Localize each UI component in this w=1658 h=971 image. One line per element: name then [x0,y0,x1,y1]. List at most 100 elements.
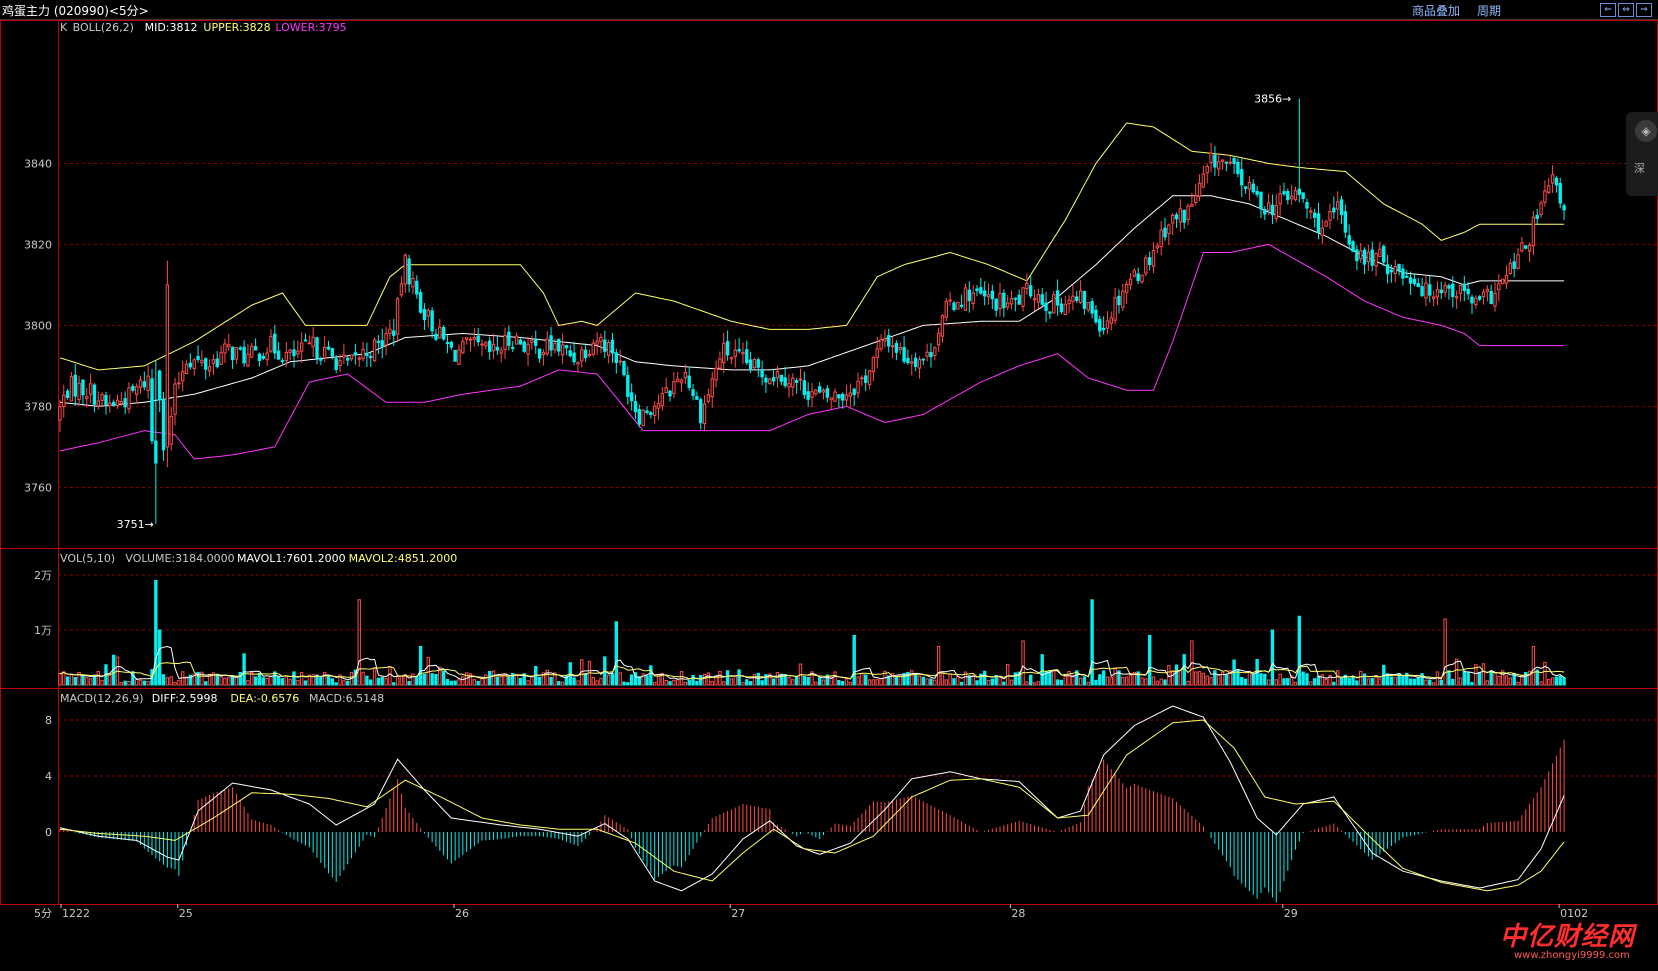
candle-body [357,357,361,360]
volume-bar [887,675,891,686]
candle-body [537,348,542,359]
candle-body [449,341,453,348]
volume-bar [1558,675,1562,686]
candle-body [637,409,642,425]
volume-bar [710,680,714,686]
candle-body [372,339,377,362]
vol-tick-label: 1万 [34,624,52,637]
candle-body [1025,282,1029,290]
volume-bar [1451,678,1455,686]
volume-bar [622,681,626,686]
candle-body [100,394,104,401]
depth-side-button[interactable]: ◈ 深 [1626,112,1658,196]
volume-bar [499,676,503,686]
candle-body [296,350,300,355]
volume-bar [530,675,534,686]
volume-bar [722,681,726,686]
candle-body [1009,298,1014,305]
time-label: 29 [1284,907,1298,920]
candle-body [276,350,281,360]
kline-chart[interactable]: 3760 3780 3800 3820 3840 K BOLL(26,2) MID:3812 U… [0,20,1658,971]
volume-bar [250,672,254,686]
candle-body [461,340,465,354]
shrink-button[interactable]: ⇐ [1600,3,1616,17]
volume-bar [1355,680,1359,686]
candle-body [311,336,315,348]
candle-body [975,288,979,292]
candle-body [952,302,956,311]
candle-body [58,406,62,421]
candle-body [1075,296,1079,302]
candle-body [1474,297,1478,306]
y-tick-label: 3780 [24,400,52,413]
candle-body [568,350,572,357]
volume-bar [553,672,557,686]
candle-body [1412,278,1417,285]
volume-bar [1259,673,1263,686]
volume-bar [511,672,515,686]
volume-bar [1420,673,1424,686]
candle-body [438,326,442,339]
candle-body [134,386,139,395]
volume-bar [691,674,695,686]
volume-bar [215,673,219,686]
macd-tick-label: 0 [45,826,52,839]
candle-body [280,360,285,363]
candle-body [1059,303,1064,313]
candle-body [380,340,384,347]
volume-bar [725,670,730,686]
candle-body [1554,177,1559,186]
volume-bar [821,679,826,686]
volume-bar [1439,679,1443,686]
expand-button[interactable]: ⇒ [1636,3,1652,17]
volume-bar [1378,678,1382,686]
volume-bar [238,671,242,686]
volume-bar [322,671,327,686]
volume-bar [445,679,450,686]
volume-bar [296,679,300,686]
macd-tick-label: 4 [45,770,52,783]
candle-body [1247,181,1252,190]
candle-body [860,377,864,380]
candle-body [157,370,162,401]
candle-body [1136,273,1140,281]
candle-body [1228,161,1232,164]
candle-body [940,315,945,337]
candle-body [165,284,170,448]
volume-bar [1543,661,1547,686]
fit-button[interactable]: ⇔ [1618,3,1634,17]
period-label: 5分 [34,907,52,920]
volume-bar [1144,678,1148,686]
candle-body [1117,295,1121,306]
candle-body [1121,290,1125,308]
candle-body [745,349,749,364]
volume-bar [169,676,173,686]
candle-body [1078,290,1083,304]
time-label: 0102 [1560,907,1588,920]
candle-body [752,358,757,368]
volume-bar [1332,681,1336,686]
candle-body [867,370,872,385]
volume-bar [487,670,492,686]
candle-body [1454,296,1459,299]
candle-body [1063,303,1067,315]
volume-bar [633,672,638,686]
candle-body [181,371,185,382]
candle-body [326,346,331,350]
candle-body [1301,192,1305,200]
volume-bar [1082,676,1087,686]
volume-bar [77,671,81,686]
volume-bar [683,681,688,686]
candle-body [491,343,496,352]
volume-bar [1389,676,1394,686]
candle-body [315,337,319,359]
overlay-commodity-link[interactable]: 商品叠加 [1412,4,1461,18]
candle-body [503,334,507,350]
candle-body [829,397,833,401]
candle-body [434,333,438,340]
volume-bar [1266,679,1271,686]
volume-bar [1029,674,1033,686]
period-link[interactable]: 周期 [1477,4,1502,18]
volume-bar [242,653,246,686]
candle-body [1232,158,1236,164]
